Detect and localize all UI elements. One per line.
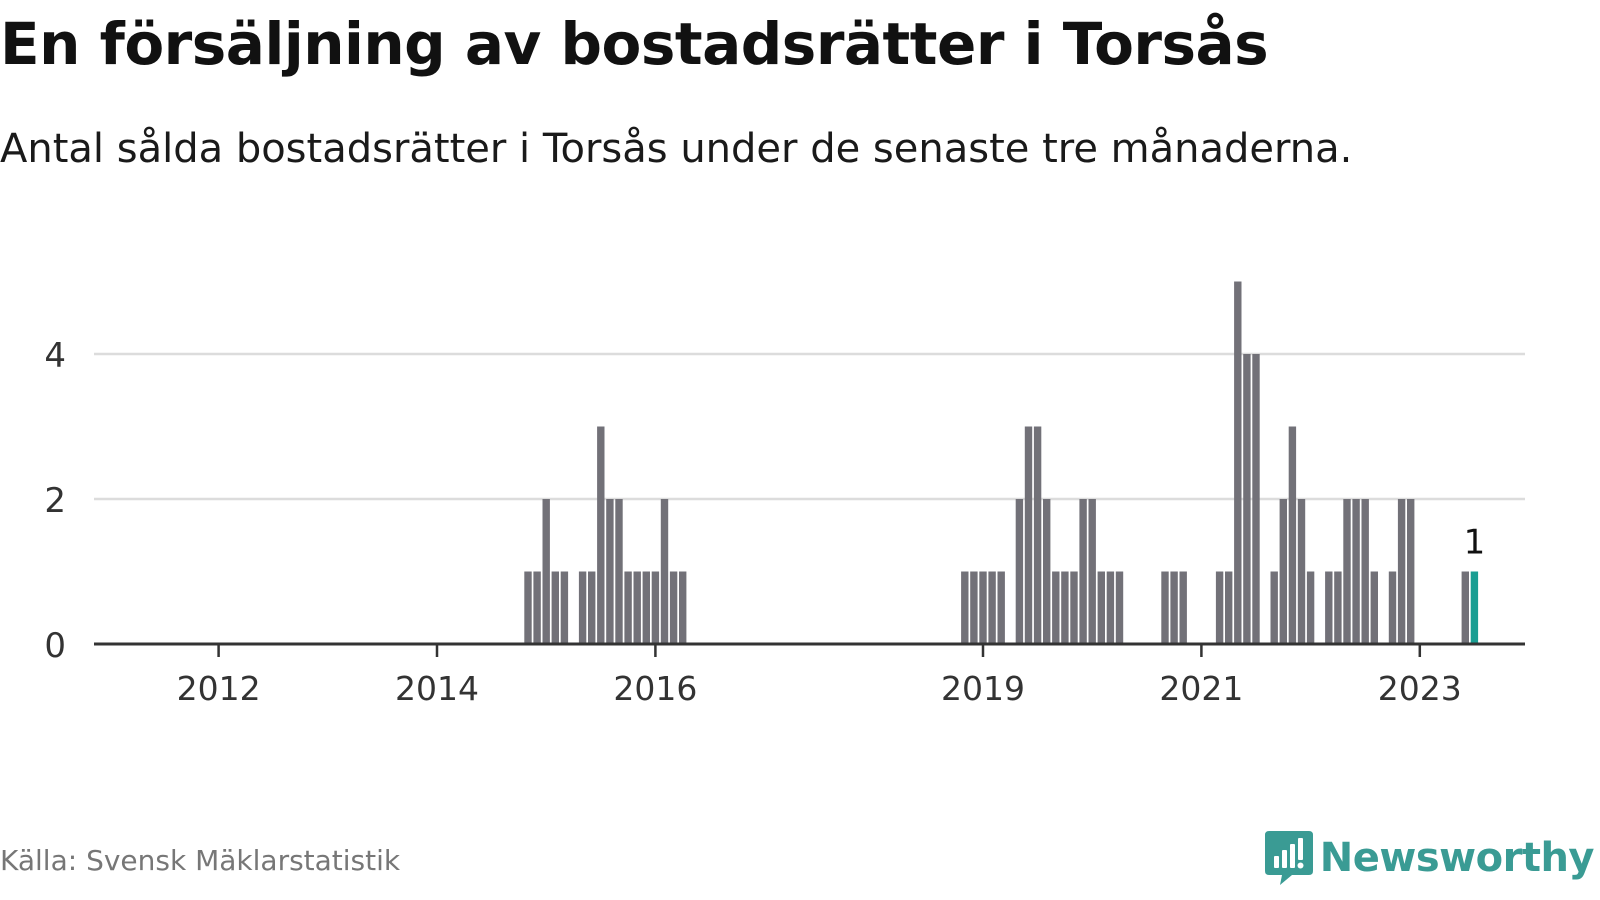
bar	[1161, 571, 1169, 644]
newsworthy-logo-icon	[1264, 831, 1313, 885]
bar	[1106, 571, 1115, 644]
bar	[1052, 571, 1060, 644]
bar	[1252, 354, 1260, 644]
bar	[1033, 426, 1042, 644]
chart-subtitle: Antal sålda bostadsrätter i Torsås under…	[0, 126, 1353, 172]
bar	[524, 571, 532, 644]
bar	[1343, 499, 1351, 644]
bar	[633, 571, 641, 644]
bar	[970, 571, 978, 644]
bar	[669, 571, 678, 644]
y-tick-label: 2	[44, 481, 66, 521]
bar	[1061, 571, 1069, 644]
bar	[1397, 499, 1406, 644]
y-tick-label: 0	[44, 626, 66, 666]
bar	[988, 571, 996, 644]
brand-logo[interactable]: Newsworthy	[1264, 828, 1595, 888]
bar	[1243, 354, 1251, 644]
bar	[651, 571, 660, 644]
chart-title: En försäljning av bostadsrätter i Torsås	[0, 10, 1269, 78]
bar	[1225, 571, 1233, 644]
x-tick-label: 2012	[177, 669, 261, 708]
annotations: 1	[1464, 523, 1486, 563]
bar	[1215, 571, 1224, 644]
bar	[679, 571, 687, 644]
bar	[1297, 499, 1306, 644]
bar	[624, 571, 632, 644]
bar	[1461, 571, 1469, 644]
x-tick-label: 2021	[1159, 669, 1243, 708]
bar	[660, 499, 669, 644]
bar	[642, 571, 650, 644]
bar	[1024, 426, 1033, 644]
bar	[961, 571, 969, 644]
y-axis: 0 2 4	[44, 336, 66, 666]
bar	[1079, 499, 1087, 644]
x-tick-label: 2023	[1378, 669, 1462, 708]
bar	[1070, 571, 1078, 644]
bar	[615, 499, 623, 644]
bar	[1352, 499, 1360, 644]
bar	[1407, 499, 1415, 644]
brand-name: Newsworthy	[1319, 835, 1595, 881]
y-tick-label: 4	[44, 336, 66, 376]
bar	[1088, 499, 1096, 644]
bar	[1370, 571, 1378, 644]
bar	[542, 499, 550, 644]
bar	[588, 571, 596, 644]
bar	[1043, 499, 1051, 644]
bar	[1170, 571, 1178, 644]
x-tick-label: 2019	[941, 669, 1025, 708]
bar	[997, 571, 1005, 644]
bar	[597, 426, 605, 644]
bar-chart: 0 2 4 2012 2014 2016 2019 2021 2023 1	[44, 281, 1525, 708]
bar	[1179, 571, 1187, 644]
bar	[1270, 571, 1278, 644]
bar	[1234, 281, 1242, 644]
bar	[1306, 571, 1315, 644]
bar	[1388, 571, 1397, 644]
source-note: Källa: Svensk Mäklarstatistik	[0, 844, 401, 877]
x-tick-label: 2016	[613, 669, 697, 708]
bar	[533, 571, 541, 644]
bar-highlight	[1470, 571, 1479, 644]
bar	[606, 499, 614, 644]
bar	[1288, 426, 1297, 644]
bar	[1334, 571, 1342, 644]
data-label: 1	[1464, 523, 1486, 563]
bar	[578, 571, 587, 644]
bar	[1279, 499, 1287, 644]
bar	[560, 571, 569, 644]
bar	[1015, 499, 1024, 644]
x-tick-label: 2014	[395, 669, 479, 708]
bar	[1361, 499, 1369, 644]
bar	[1097, 571, 1105, 644]
x-axis: 2012 2014 2016 2019 2021 2023	[94, 642, 1525, 708]
bar	[1325, 571, 1333, 644]
bar	[1115, 571, 1124, 644]
bars	[524, 281, 1479, 644]
bar	[979, 571, 987, 644]
bar	[551, 571, 559, 644]
gridlines	[94, 352, 1525, 501]
